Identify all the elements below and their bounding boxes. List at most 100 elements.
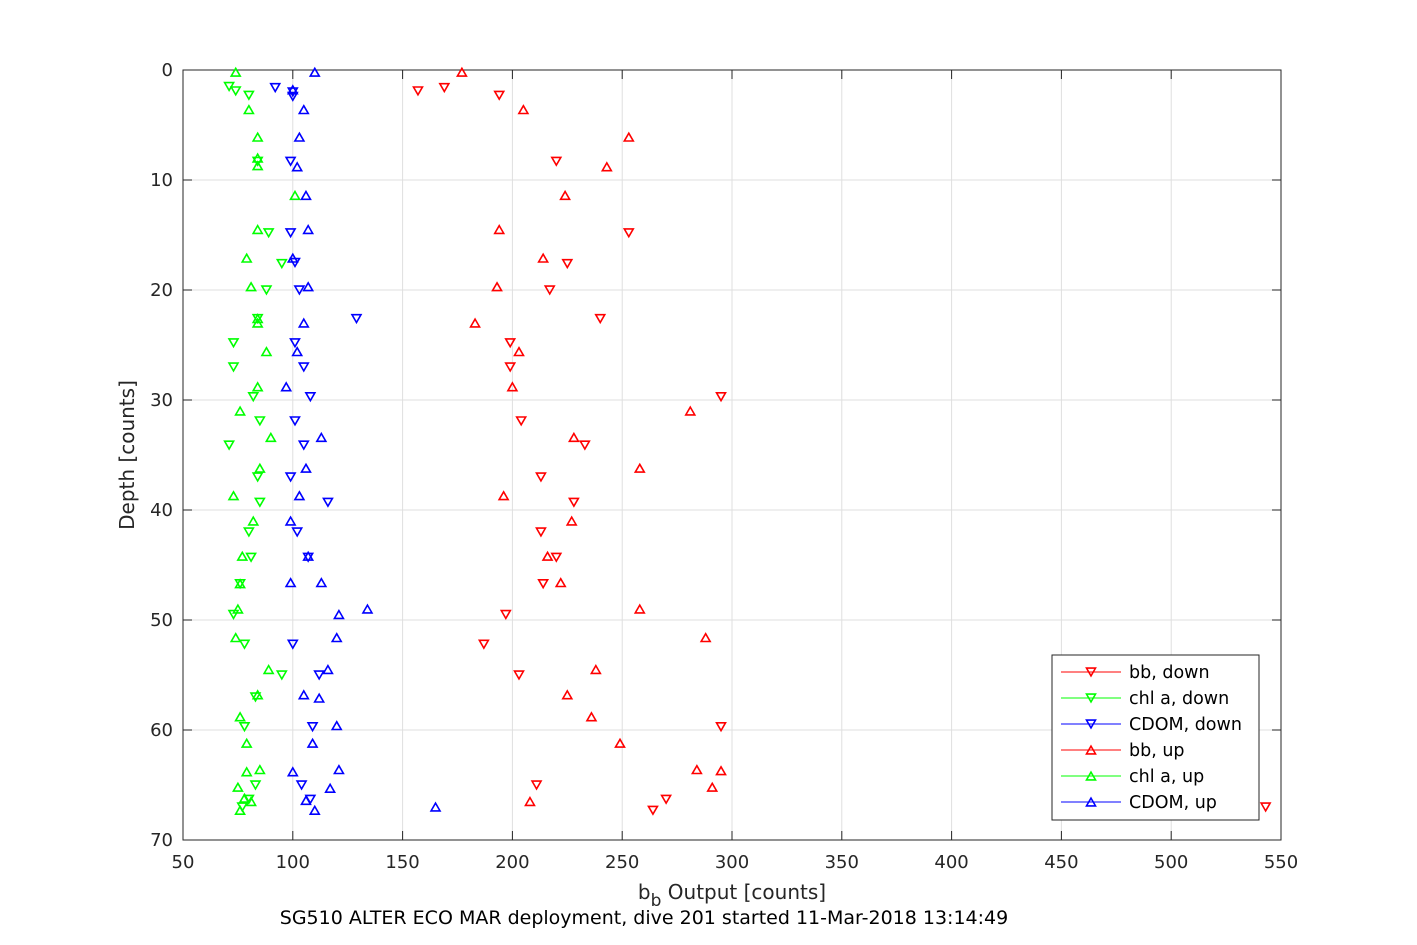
data-point (535, 527, 547, 538)
x-axis-title: bb Output [counts] (638, 880, 826, 911)
data-point (251, 689, 264, 700)
data-point (568, 431, 580, 443)
data-point (506, 381, 519, 392)
data-point (513, 670, 525, 681)
data-point (249, 692, 262, 703)
legend-label: CDOM, up (1129, 793, 1217, 813)
data-point (715, 765, 727, 776)
legend-marker (1085, 719, 1097, 730)
data-point (297, 104, 310, 115)
data-point (600, 161, 613, 172)
data-point (1259, 802, 1272, 813)
legend-label: chl a, up (1129, 767, 1204, 787)
data-point (313, 692, 326, 703)
data-point (245, 552, 257, 563)
data-markers (223, 66, 1272, 816)
legend-marker (1085, 693, 1097, 704)
data-point (330, 632, 343, 643)
data-point (284, 156, 297, 167)
data-point (242, 90, 255, 101)
data-point (497, 490, 510, 501)
data-point (238, 792, 251, 803)
data-point (300, 462, 312, 473)
data-point (429, 801, 442, 812)
data-point (589, 664, 602, 675)
data-point (308, 804, 321, 815)
data-point (291, 527, 304, 538)
data-point (578, 440, 591, 451)
data-point (333, 609, 345, 620)
data-point (541, 550, 554, 561)
data-point (260, 285, 273, 296)
data-point (253, 764, 266, 775)
data-point (262, 664, 275, 675)
data-point (315, 431, 328, 443)
data-point (633, 462, 646, 473)
data-point (245, 796, 257, 807)
data-point (293, 131, 306, 142)
data-point (304, 392, 317, 403)
data-point (251, 472, 264, 483)
data-point (251, 160, 264, 171)
y-tick-label: 30 (150, 390, 173, 411)
data-point (232, 781, 244, 792)
x-tick-label: 450 (1044, 852, 1078, 873)
y-tick-label: 10 (150, 170, 173, 191)
data-point (286, 639, 299, 650)
data-point (251, 131, 264, 142)
y-axis-title: Depth [counts] (115, 380, 139, 530)
data-point (568, 497, 580, 508)
data-point (284, 577, 297, 588)
data-point (297, 317, 310, 328)
figure-caption: SG510 ALTER ECO MAR deployment, dive 201… (280, 907, 1008, 929)
data-point (517, 104, 530, 115)
data-point (293, 490, 306, 501)
data-point (229, 86, 242, 97)
data-point (295, 780, 308, 791)
data-point (537, 252, 550, 263)
x-tick-label: 300 (715, 852, 749, 873)
data-point (238, 639, 251, 650)
data-point (240, 252, 253, 263)
series-bb-down (412, 82, 1272, 816)
data-point (223, 440, 236, 451)
data-point (234, 804, 246, 815)
data-point (622, 131, 635, 142)
data-point (333, 764, 345, 775)
data-point (286, 84, 299, 95)
data-point (515, 416, 528, 427)
data-point (249, 780, 262, 791)
data-point (330, 720, 343, 731)
data-point (684, 405, 697, 416)
x-axis-title-main: b (638, 880, 651, 904)
legend-label: bb, down (1129, 663, 1210, 683)
legend-marker (1085, 770, 1097, 781)
data-point (260, 346, 273, 357)
x-axis-title-subscript: b (651, 891, 662, 911)
data-point (594, 313, 607, 325)
axis-ticks: 50 100 150 200 250 300 350 400 450 500 550 0 10 20 30 4… (150, 60, 1298, 873)
data-point (456, 66, 468, 77)
data-point (229, 66, 242, 77)
x-tick-label: 550 (1264, 852, 1298, 873)
series-cdom-up (280, 66, 442, 815)
data-point (275, 258, 288, 270)
data-point (251, 317, 264, 328)
data-point (286, 252, 299, 263)
data-point (559, 189, 571, 201)
data-point (524, 796, 536, 807)
data-point (297, 362, 310, 373)
data-point (302, 281, 315, 292)
data-point (293, 285, 306, 296)
data-point (284, 515, 297, 526)
data-point (412, 86, 424, 97)
series-bb-up (456, 66, 727, 807)
data-point (247, 392, 260, 403)
data-point (550, 552, 563, 563)
data-point (227, 338, 240, 349)
data-point (308, 66, 321, 77)
y-tick-label: 50 (150, 610, 173, 631)
data-point (491, 281, 503, 292)
y-tick-label: 0 (162, 60, 173, 81)
data-point (264, 431, 277, 443)
